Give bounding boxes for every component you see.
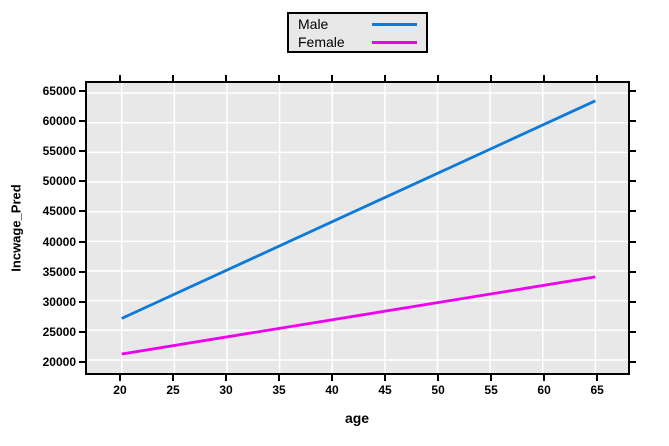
y-axis-tick-left: [79, 210, 85, 213]
legend-line-male-swatch: [372, 22, 417, 26]
x-tick-label: 60: [537, 383, 551, 397]
x-axis-tick-bottom: [596, 375, 599, 381]
y-axis-tick-right: [630, 150, 636, 153]
y-axis-tick-left: [79, 180, 85, 183]
legend-item-female: Female: [289, 33, 426, 51]
x-axis-tick-top: [596, 75, 599, 81]
x-axis-tick-top: [225, 75, 228, 81]
y-tick-label: 25000: [42, 324, 76, 339]
legend: Male Female: [287, 12, 428, 53]
y-axis-tick-left: [79, 240, 85, 243]
y-axis-tick-right: [630, 360, 636, 363]
y-axis-tick-left: [79, 300, 85, 303]
legend-label-male: Male: [298, 16, 329, 32]
y-tick-label: 35000: [42, 264, 76, 279]
x-tick-label: 25: [166, 383, 180, 397]
x-axis-title: age: [344, 410, 370, 426]
y-tick-label: 30000: [42, 294, 76, 309]
y-tick-label: 40000: [42, 234, 76, 249]
y-tick-label: 60000: [42, 114, 76, 129]
y-axis-tick-left: [79, 360, 85, 363]
x-tick-label: 65: [590, 383, 604, 397]
y-tick-label: 55000: [42, 144, 76, 159]
y-axis-tick-right: [630, 330, 636, 333]
y-tick-label: 65000: [42, 84, 76, 99]
x-axis-tick-bottom: [331, 375, 334, 381]
y-axis-tick-right: [630, 210, 636, 213]
x-tick-label: 55: [484, 383, 498, 397]
y-axis-tick-right: [630, 300, 636, 303]
x-axis-tick-bottom: [118, 375, 121, 381]
x-axis-tick-top: [437, 75, 440, 81]
series-line-male: [121, 99, 596, 320]
x-tick-label: 30: [219, 383, 233, 397]
x-axis-tick-bottom: [278, 375, 281, 381]
series-line-female: [121, 275, 596, 356]
legend-label-female: Female: [298, 34, 345, 50]
plot-area: [85, 81, 630, 375]
x-axis-tick-top: [172, 75, 174, 81]
x-axis-tick-bottom: [172, 375, 174, 381]
y-tick-label: 20000: [42, 354, 76, 369]
x-tick-label: 45: [378, 383, 392, 397]
legend-line-female-swatch: [372, 40, 417, 44]
y-axis-tick-left: [79, 330, 85, 333]
x-axis-tick-bottom: [384, 375, 387, 381]
legend-item-male: Male: [289, 15, 426, 33]
x-axis-tick-bottom: [225, 375, 228, 381]
x-axis-tick-top: [543, 75, 546, 81]
y-axis-title: Incwage_Pred: [8, 184, 24, 272]
y-axis-tick-left: [79, 150, 85, 153]
x-axis-tick-top: [118, 75, 121, 81]
y-tick-label: 50000: [42, 174, 76, 189]
x-axis-tick-bottom: [437, 375, 440, 381]
y-axis-tick-right: [630, 240, 636, 243]
x-tick-label: 40: [325, 383, 339, 397]
y-axis-tick-right: [630, 90, 636, 93]
y-axis-tick-left: [79, 120, 85, 123]
y-tick-label: 45000: [42, 204, 76, 219]
x-tick-label: 20: [113, 383, 127, 397]
plot-svg: [87, 83, 628, 373]
y-axis-tick-right: [630, 120, 636, 123]
x-tick-label: 50: [431, 383, 445, 397]
x-tick-label: 35: [272, 383, 286, 397]
x-axis-tick-bottom: [543, 375, 546, 381]
x-axis-tick-top: [331, 75, 334, 81]
y-axis-tick-left: [79, 270, 85, 273]
y-axis-tick-right: [630, 270, 636, 273]
y-axis-tick-left: [79, 90, 85, 93]
x-axis-tick-top: [278, 75, 281, 81]
x-axis-tick-top: [384, 75, 387, 81]
x-axis-tick-bottom: [490, 375, 493, 381]
x-axis-tick-top: [490, 75, 493, 81]
y-axis-tick-right: [630, 180, 636, 183]
